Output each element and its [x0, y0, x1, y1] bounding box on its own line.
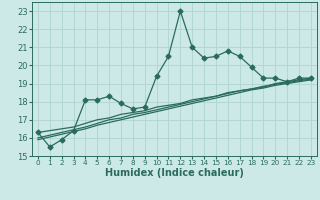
X-axis label: Humidex (Indice chaleur): Humidex (Indice chaleur): [105, 168, 244, 178]
